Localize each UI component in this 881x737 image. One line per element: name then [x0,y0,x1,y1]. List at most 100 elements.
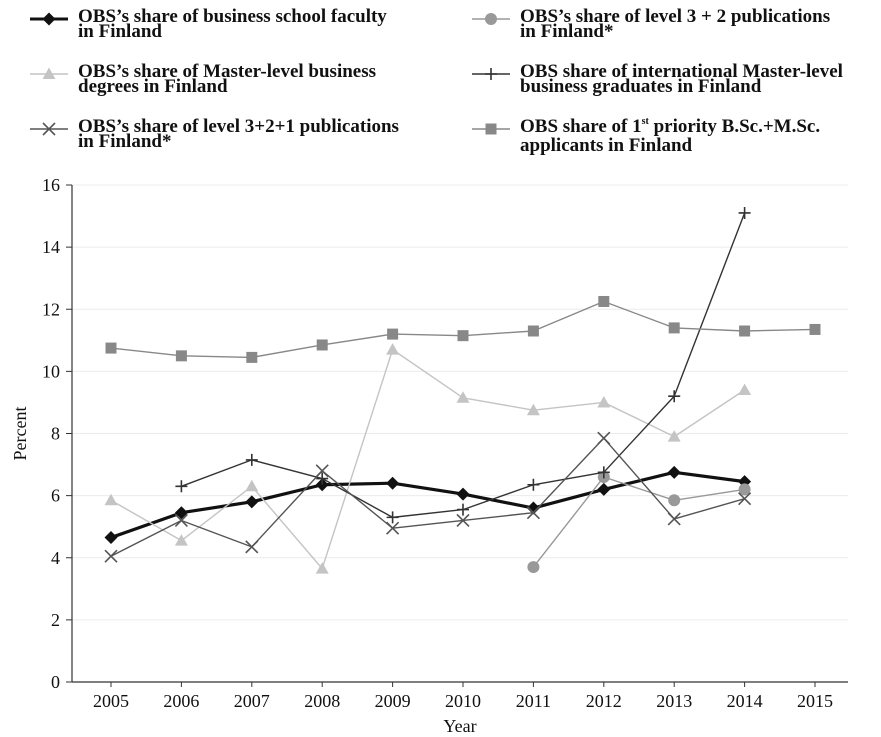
data-point [597,482,611,496]
y-tick-label: 4 [51,548,60,568]
y-tick-label: 14 [42,237,60,257]
legend-label-line2: in Finland [78,21,162,42]
data-point [456,391,470,403]
data-point [245,479,259,492]
axes: 0 2 4 6 8 10 12 14 16 2005 2006 2007 2008 2009 2010 201… [42,175,848,711]
x-tick-label: 2015 [797,691,833,711]
series-square [105,295,821,363]
series-line [532,476,745,568]
data-point [387,328,399,340]
data-point [245,495,259,509]
series-line [110,300,816,359]
data-point [597,431,611,445]
legend-label-line1: OBS’s share of business school faculty [78,6,387,27]
series-line [110,437,745,557]
y-tick-label: 12 [42,299,60,319]
legend-marker [42,67,56,79]
legend-label-line2: applicants in Finland [520,135,693,156]
data-point [104,549,118,563]
data-point [526,506,540,520]
data-point [457,330,469,342]
data-point [598,295,610,307]
data-point [316,339,328,351]
legend-label-line2: in Finland* [520,21,613,42]
legend-marker [485,68,497,80]
legend-label-line2: in Finland* [78,131,171,152]
y-tick-label: 2 [51,610,60,630]
x-tick-label: 2013 [656,691,692,711]
y-tick-label: 6 [51,486,60,506]
x-tick-label: 2009 [375,691,411,711]
data-point [174,513,188,528]
legend-item: OBS’s share of level 3 + 2 publicationsi… [472,6,830,42]
y-axis-title: Percent [10,407,30,461]
series-line [110,348,745,570]
data-point [386,521,400,535]
y-tick-label: 0 [51,672,60,692]
legend-item: OBS share of 1st priority B.Sc.+M.Sc.app… [472,116,820,156]
data-point [526,501,540,515]
data-point [175,480,188,493]
data-point [527,478,540,491]
legend: OBS’s share of business school facultyin… [30,6,843,156]
series-line [110,470,745,540]
data-point [597,395,611,408]
y-tick-label: 8 [51,424,60,444]
data-point [738,383,752,396]
data-point [526,403,540,416]
data-point [738,206,751,219]
data-point [739,325,751,337]
y-tick-label: 16 [42,175,60,195]
data-point [245,540,259,554]
data-point [809,323,821,335]
data-point [667,430,681,442]
data-point [104,531,118,545]
x-tick-label: 2014 [727,691,763,711]
data-point [597,466,610,479]
data-point [174,506,188,520]
x-tick-label: 2008 [304,691,340,711]
data-point [527,325,539,337]
legend-marker [485,123,497,135]
series-x [104,431,752,563]
y-tick-label: 10 [42,361,60,381]
data-point [738,492,752,506]
data-point [386,476,400,490]
data-point [246,351,258,363]
data-point [175,350,187,362]
data-point [315,562,329,574]
data-point [668,390,681,403]
data-point [315,478,329,492]
series-line [181,212,746,519]
x-tick-label: 2010 [445,691,481,711]
legend-marker [42,12,56,26]
legend-item: OBS’s share of business school facultyin… [30,6,387,42]
data-point [668,322,680,334]
x-tick-label: 2011 [516,691,551,711]
series-circle [527,470,751,574]
data-point [105,342,117,354]
x-tick-label: 2005 [93,691,129,711]
axis-titles: Year Percent [10,407,477,736]
x-tick-label: 2007 [234,691,270,711]
series-layer [104,206,821,574]
data-point [316,472,329,485]
data-point [315,464,329,478]
x-axis-title: Year [443,716,476,736]
data-point [457,503,469,516]
x-tick-label: 2006 [163,691,199,711]
data-point [667,465,681,479]
data-point [667,512,681,526]
legend-item: OBS share of international Master-levelb… [472,61,843,97]
data-point [456,513,470,528]
legend-label-line1: OBS share of 1st priority B.Sc.+M.Sc. [520,116,820,137]
legend-label-line1: OBS’s share of level 3 + 2 publications [520,6,830,27]
data-point [456,487,470,501]
legend-label-line1: OBS’s share of level 3+2+1 publications [78,116,399,137]
data-point [668,494,681,507]
legend-label-line2: business graduates in Finland [520,76,762,97]
data-point [386,343,400,355]
data-point [245,453,258,466]
series-plus [175,206,751,524]
